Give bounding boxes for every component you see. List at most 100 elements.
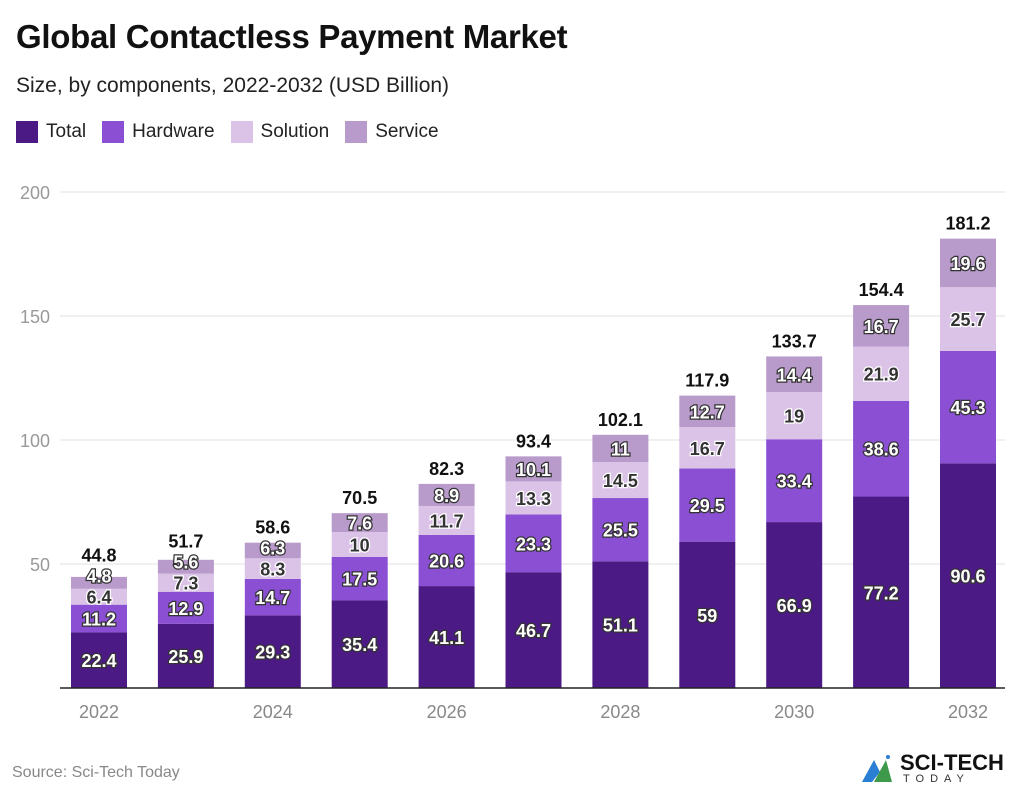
bar-segment-service — [244, 542, 301, 559]
data-label: 8.3 — [260, 560, 285, 580]
legend-item-solution: Solution — [230, 121, 330, 143]
data-label: 13.3 — [516, 489, 551, 509]
bar-segment-service — [71, 576, 127, 589]
data-label: 20.6 — [429, 552, 464, 572]
bar-segment-hardware — [592, 498, 649, 562]
legend-swatch — [230, 121, 253, 143]
data-label: 7.3 — [173, 574, 198, 594]
data-label: 25.7 — [950, 310, 985, 330]
y-tick-label: 150 — [20, 307, 50, 327]
bar-segment-total — [71, 632, 127, 688]
bar-segment-total — [244, 615, 301, 688]
total-label: 102.1 — [598, 410, 643, 430]
data-label: 12.7 — [690, 402, 725, 422]
bar-segment-total — [157, 623, 214, 688]
bar-segment-hardware — [679, 468, 736, 542]
bar-segment-total — [766, 522, 823, 688]
bar-segment-solution — [940, 287, 996, 351]
bar-segment-total — [679, 541, 736, 688]
legend-item-total: Total — [16, 121, 86, 143]
data-label: 11 — [611, 439, 630, 459]
bar-segment-total — [940, 463, 996, 688]
total-label: 44.8 — [81, 546, 116, 566]
data-label: 23.3 — [516, 534, 551, 554]
data-label: 11.7 — [430, 511, 464, 531]
data-label: 10.1 — [516, 460, 551, 480]
total-label: 133.7 — [772, 331, 817, 351]
chart-subtitle: Size, by components, 2022-2032 (USD Bill… — [16, 74, 450, 97]
data-label: 14.5 — [603, 471, 638, 491]
data-label: 14.7 — [255, 588, 290, 608]
legend-label: Service — [375, 121, 439, 142]
bar-segment-solution — [157, 573, 214, 592]
x-tick-label: 2026 — [427, 702, 467, 722]
bar-segment-hardware — [157, 591, 214, 624]
data-label: 59 — [697, 606, 717, 626]
legend-swatch — [102, 121, 125, 143]
bar-segment-service — [940, 238, 996, 288]
total-label: 70.5 — [342, 488, 377, 508]
x-tick-label: 2022 — [79, 702, 119, 722]
data-label: 38.6 — [864, 440, 899, 460]
data-label: 29.3 — [255, 643, 290, 663]
x-tick-label: 2028 — [600, 702, 640, 722]
bar-segment-total — [331, 600, 388, 688]
y-tick-label: 100 — [20, 431, 50, 451]
bar-segment-solution — [766, 392, 823, 440]
total-label: 117.9 — [685, 371, 729, 391]
data-label: 46.7 — [516, 621, 551, 641]
data-label: 19.6 — [950, 254, 985, 274]
data-label: 33.4 — [777, 472, 812, 492]
total-label: 58.6 — [255, 518, 290, 538]
data-label: 25.5 — [603, 521, 638, 541]
data-label: 12.9 — [168, 599, 203, 619]
bar-segment-solution — [679, 427, 736, 469]
legend-item-hardware: Hardware — [102, 121, 215, 143]
legend-label: Hardware — [132, 121, 215, 142]
data-label: 45.3 — [950, 398, 985, 418]
x-tick-label: 2030 — [774, 702, 814, 722]
legend-swatch — [345, 121, 368, 143]
data-label: 51.1 — [603, 616, 638, 636]
logo-sub-text: TODAY — [903, 773, 970, 785]
bar-segment-solution — [71, 588, 127, 605]
total-label: 181.2 — [945, 214, 990, 234]
logo-icon — [862, 754, 892, 782]
bar-segment-solution — [592, 462, 649, 499]
data-label: 10 — [350, 535, 370, 555]
data-label: 66.9 — [777, 596, 812, 616]
total-label: 154.4 — [859, 280, 904, 300]
data-label: 16.7 — [864, 317, 899, 337]
data-label: 8.9 — [434, 486, 459, 506]
bar-segment-hardware — [71, 604, 127, 633]
bar-segment-service — [679, 395, 736, 428]
data-label: 5.6 — [173, 553, 198, 573]
bar-segment-service — [418, 483, 475, 506]
bar-segment-service — [853, 305, 910, 347]
bar-segment-service — [766, 356, 823, 393]
y-tick-label: 200 — [20, 183, 50, 203]
total-label: 51.7 — [168, 532, 203, 552]
legend-swatch — [16, 121, 38, 143]
sci-tech-today-logo: SCI-TECH TODAY — [860, 752, 1004, 785]
bar-segment-hardware — [853, 400, 910, 497]
data-label: 22.4 — [81, 651, 116, 671]
data-label: 17.5 — [342, 570, 377, 590]
bar-segment-hardware — [766, 439, 823, 523]
bar-segment-hardware — [418, 534, 475, 587]
bar-segment-hardware — [505, 514, 562, 573]
bar-segment-total — [853, 496, 910, 688]
source-text: Source: Sci-Tech Today — [12, 764, 180, 781]
legend-item-service: Service — [345, 121, 439, 143]
bar-segment-hardware — [940, 350, 996, 464]
bar-segment-solution — [418, 505, 475, 535]
chart-title: Global Contactless Payment Market — [16, 18, 568, 55]
data-label: 6.3 — [260, 539, 285, 559]
data-label: 77.2 — [864, 583, 899, 603]
data-label: 4.8 — [86, 567, 111, 587]
total-label: 93.4 — [516, 431, 551, 451]
legend-label: Solution — [260, 121, 330, 142]
data-label: 6.4 — [86, 588, 111, 608]
data-label: 19 — [784, 407, 804, 427]
